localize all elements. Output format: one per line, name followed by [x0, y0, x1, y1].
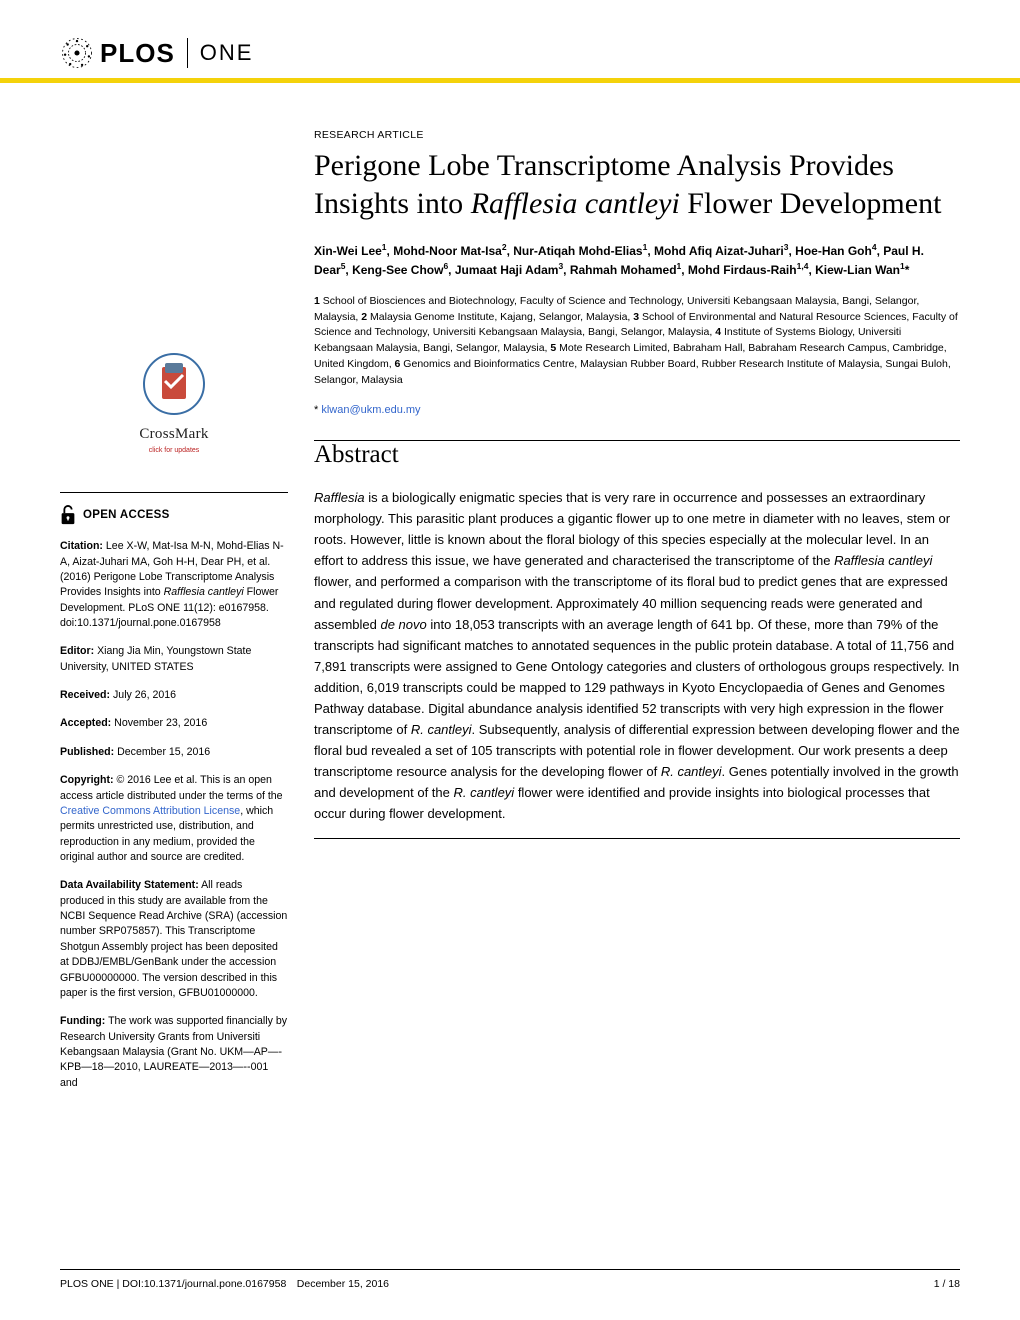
funding-label: Funding:: [60, 1015, 105, 1027]
abstract-text: Rafflesia is a biologically enigmatic sp…: [314, 479, 960, 824]
footer-right: 1 / 18: [934, 1278, 960, 1290]
main-content: RESEARCH ARTICLE Perigone Lobe Transcrip…: [314, 123, 960, 1104]
crossmark-label: CrossMark: [60, 424, 288, 446]
correspondence: * klwan@ukm.edu.my: [314, 404, 960, 416]
plos-one-text: ONE: [200, 40, 254, 66]
page-footer: PLOS ONE | DOI:10.1371/journal.pone.0167…: [60, 1269, 960, 1290]
article-type: RESEARCH ARTICLE: [314, 129, 960, 141]
plos-logo-icon: [60, 36, 94, 70]
funding-block: Funding: The work was supported financia…: [60, 1014, 288, 1091]
sidebar: CrossMark click for updates OPEN ACCESS …: [60, 123, 288, 1104]
published-block: Published: December 15, 2016: [60, 745, 288, 760]
crossmark-sublabel: click for updates: [60, 446, 288, 456]
plos-text: PLOS: [100, 38, 175, 69]
cc-license-link[interactable]: Creative Commons Attribution License: [60, 805, 240, 817]
crossmark-icon: [143, 353, 205, 415]
accepted-block: Accepted: November 23, 2016: [60, 716, 288, 731]
plos-logo: PLOS ONE: [60, 36, 960, 70]
citation-label: Citation:: [60, 540, 103, 552]
editor-block: Editor: Xiang Jia Min, Youngstown State …: [60, 644, 288, 675]
open-access-text: OPEN ACCESS: [83, 507, 170, 524]
author-list: Xin-Wei Lee1, Mohd-Noor Mat-Isa2, Nur-At…: [314, 241, 960, 280]
footer-left: PLOS ONE | DOI:10.1371/journal.pone.0167…: [60, 1278, 389, 1290]
received-label: Received:: [60, 689, 110, 701]
open-access-badge: OPEN ACCESS: [60, 505, 288, 525]
open-access-icon: [60, 505, 76, 525]
abstract-rule-bottom: [314, 838, 960, 839]
plos-divider: [187, 38, 188, 68]
received-block: Received: July 26, 2016: [60, 688, 288, 703]
data-availability-label: Data Availability Statement:: [60, 879, 199, 891]
journal-header: PLOS ONE: [0, 0, 1020, 83]
data-availability-block: Data Availability Statement: All reads p…: [60, 878, 288, 1001]
citation-block: Citation: Lee X-W, Mat-Isa M-N, Mohd-Eli…: [60, 539, 288, 631]
editor-label: Editor:: [60, 645, 94, 657]
correspondence-email-link[interactable]: klwan@ukm.edu.my: [321, 404, 420, 416]
copyright-label: Copyright:: [60, 774, 114, 786]
copyright-block: Copyright: © 2016 Lee et al. This is an …: [60, 773, 288, 865]
affiliations: 1 School of Biosciences and Biotechnolog…: [314, 294, 960, 389]
accepted-label: Accepted:: [60, 717, 111, 729]
crossmark-widget[interactable]: CrossMark click for updates: [60, 353, 288, 456]
article-title: Perigone Lobe Transcriptome Analysis Pro…: [314, 147, 960, 223]
published-label: Published:: [60, 746, 114, 758]
abstract-heading: Abstract: [314, 441, 960, 469]
sidebar-divider: [60, 492, 288, 493]
